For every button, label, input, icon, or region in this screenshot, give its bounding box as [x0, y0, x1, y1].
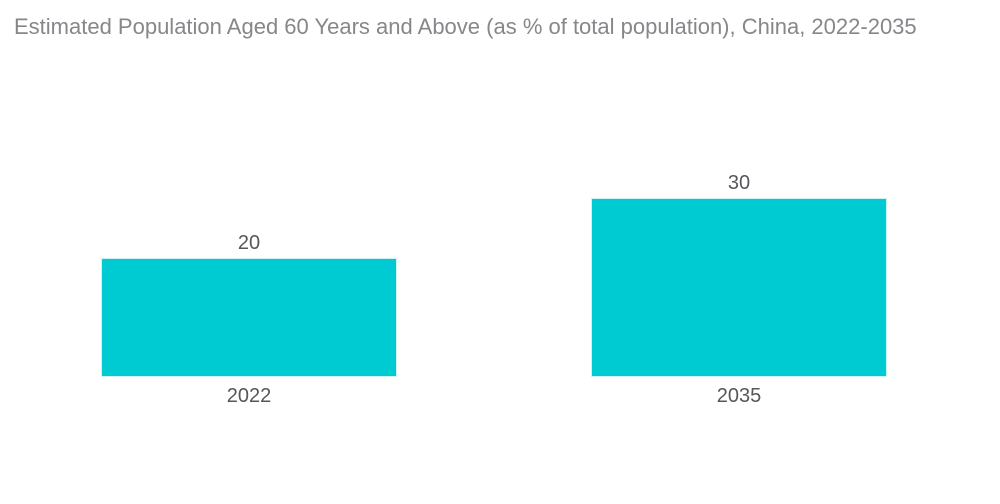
category-label: 2035: [716, 385, 762, 407]
chart-title: Estimated Population Aged 60 Years and A…: [14, 14, 917, 39]
bar[interactable]: [591, 198, 887, 377]
bar[interactable]: [101, 258, 397, 377]
value-label: 30: [727, 172, 751, 194]
value-label: 20: [237, 232, 261, 254]
category-label: 2022: [226, 385, 272, 407]
